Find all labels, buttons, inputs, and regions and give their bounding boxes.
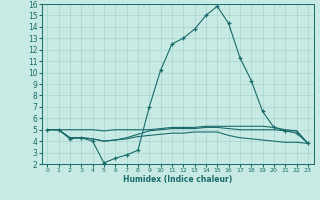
X-axis label: Humidex (Indice chaleur): Humidex (Indice chaleur) (123, 175, 232, 184)
